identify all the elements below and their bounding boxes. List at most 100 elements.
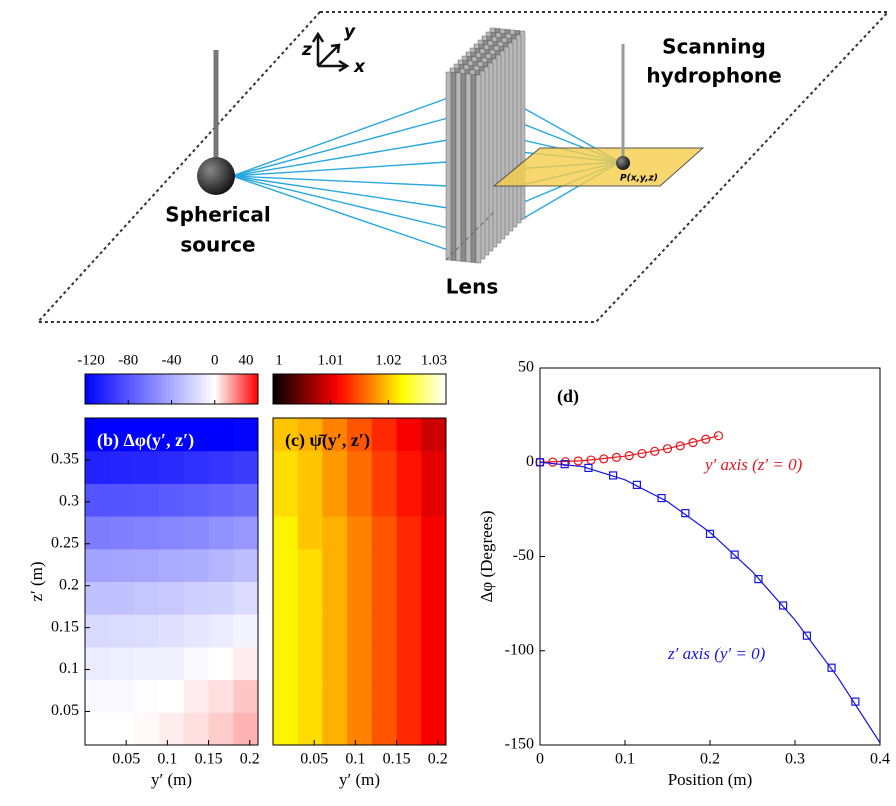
heatmap-cell <box>134 418 160 452</box>
plot-frame <box>84 417 259 746</box>
heatmap-cell <box>85 483 111 517</box>
heatmap-cell <box>421 450 447 484</box>
heatmap-cell <box>297 581 323 615</box>
y-tick-label: -150 <box>505 736 534 753</box>
marker <box>657 493 666 503</box>
heatmap-cell <box>159 712 185 746</box>
heatmap-cell <box>396 712 422 746</box>
marker <box>608 471 618 480</box>
heatmap-cell <box>322 581 348 615</box>
ray <box>231 97 449 177</box>
heatmap-cell <box>134 548 160 582</box>
x-tick-label: 0.15 <box>195 751 223 768</box>
heatmap-cell <box>371 581 398 615</box>
heatmap-cell <box>421 516 447 550</box>
heatmap-cell <box>159 418 185 452</box>
x-tick-label: 0.1 <box>345 751 365 768</box>
marker <box>681 509 690 518</box>
colorbar-tick-label: -80 <box>118 352 138 368</box>
setup-diagram: z y x P(x,y,z) Spherical source Lens Sca… <box>35 11 891 323</box>
heatmap-cell <box>233 548 259 582</box>
heatmap-cell <box>134 450 160 484</box>
hydrophone <box>616 156 630 170</box>
heatmap-cell <box>322 516 348 550</box>
colorbar <box>84 373 259 405</box>
lens-rod <box>450 72 457 261</box>
y-tick-label: 0.1 <box>59 660 79 677</box>
heatmap-cell <box>183 483 210 517</box>
series-line <box>539 461 881 744</box>
heatmap-cell <box>183 548 210 582</box>
heatmap-cell <box>208 418 234 452</box>
marker <box>662 444 673 454</box>
spherical-source <box>197 157 235 195</box>
lens-edge <box>445 211 495 261</box>
heatmap-cell <box>322 712 348 746</box>
heatmap-cell <box>421 548 447 582</box>
hydrophone-label: hydrophone <box>646 64 781 88</box>
x-tick-label: 0.05 <box>300 751 328 768</box>
heatmap-cell <box>396 483 422 517</box>
heatmap-cell <box>322 483 348 517</box>
x-tick-label: 0.2 <box>240 751 260 768</box>
marker <box>754 575 763 584</box>
heatmap-cell <box>109 548 135 582</box>
heatmap-cell <box>396 614 422 648</box>
heatmap-cell <box>371 418 398 452</box>
heatmap-cell <box>371 712 398 746</box>
heatmap-cell <box>208 679 234 713</box>
heatmap-cell <box>421 679 447 713</box>
panel-title: (b) Δφ(y′, z′) <box>97 430 194 451</box>
colorbar-tick-label: 1.01 <box>318 352 344 368</box>
heatmap-cell <box>159 646 185 681</box>
heatmap-cell <box>347 646 373 681</box>
heatmap-cell <box>159 581 185 615</box>
heatmap-cell <box>273 712 299 746</box>
heatmap-cell <box>322 646 348 681</box>
axis-glyph <box>311 31 350 73</box>
marker <box>632 480 642 489</box>
heatmap-cell <box>233 646 259 681</box>
heatmap-cell <box>347 450 373 484</box>
heatmap-cell <box>396 548 422 582</box>
ray <box>231 139 449 177</box>
charts: 0.05 0.1 0.15 0.2 0.05 0.1 0.15 0.2 0.25 0.3 0.35 y… <box>27 352 890 788</box>
ray <box>231 175 449 229</box>
x-tick-label: 0.05 <box>112 751 140 768</box>
marker <box>778 601 788 610</box>
heatmap-cell <box>396 450 422 484</box>
heatmap-cell <box>233 614 259 648</box>
marker <box>650 446 660 456</box>
heatmap-cell <box>159 679 185 713</box>
heatmap-cell <box>85 548 111 582</box>
heatmap-cell <box>421 581 447 615</box>
panel-title: (c) ψ̄(y′, z′) <box>285 430 370 451</box>
heatmap-cell <box>421 712 447 746</box>
marker <box>701 434 711 444</box>
marker <box>560 460 569 469</box>
source-label: source <box>180 233 255 257</box>
axis-x-label: x <box>353 57 366 77</box>
heatmap-cell <box>297 548 323 582</box>
heatmap-cell <box>322 418 348 452</box>
colorbar-tick-label: -120 <box>77 352 105 368</box>
heatmap-cell <box>347 483 373 517</box>
heatmap-cell <box>421 483 447 517</box>
heatmap-cell <box>233 483 259 517</box>
heatmap-cell <box>233 712 259 746</box>
marker <box>851 697 860 706</box>
y-tick-label: 0.3 <box>59 493 79 510</box>
lens-rod <box>455 72 462 262</box>
heatmap-cell <box>183 418 210 452</box>
heatmap-cell <box>134 614 160 648</box>
colorbar <box>272 373 447 405</box>
heatmap-cell <box>208 483 234 517</box>
heatmap-cell <box>159 450 185 484</box>
heatmap-cell <box>297 418 323 452</box>
x-tick-label: 0.2 <box>428 751 448 768</box>
marker <box>675 441 685 451</box>
heatmap-cell <box>183 646 210 681</box>
heatmap-cell <box>233 581 259 615</box>
y-tick-label: -100 <box>505 641 534 658</box>
heatmap-cell <box>233 418 259 452</box>
